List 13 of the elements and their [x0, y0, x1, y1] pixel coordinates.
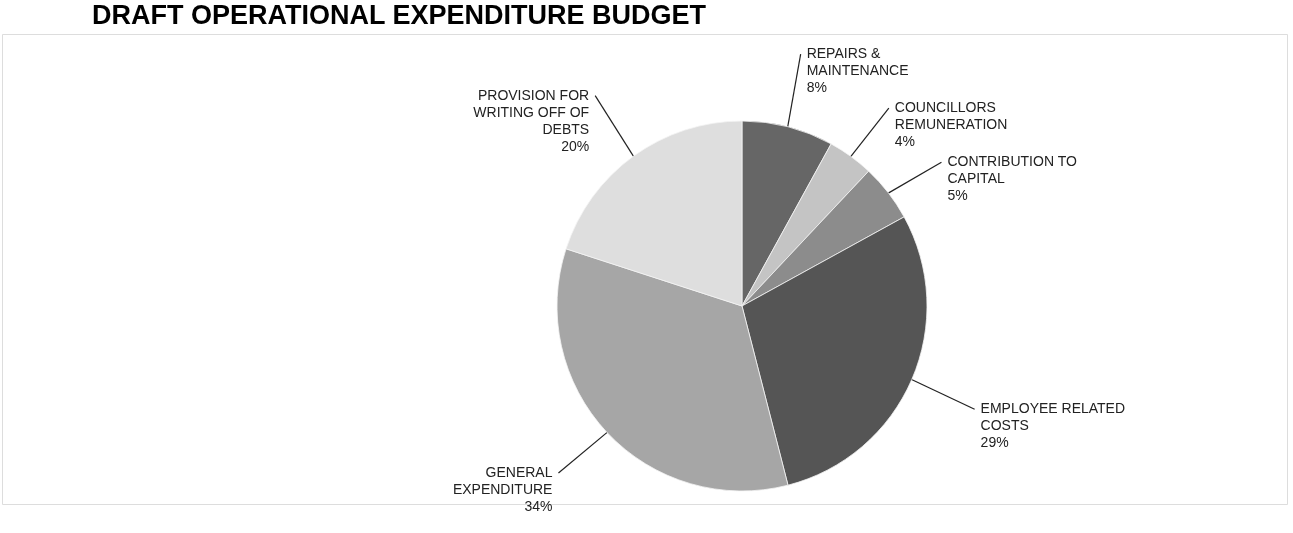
- slice-label: REPAIRS & MAINTENANCE: [806, 45, 909, 79]
- data-label: 4%: [894, 133, 916, 150]
- data-label: 29%: [980, 434, 1009, 451]
- slice-label: CONTRIBUTION TO CAPITAL: [947, 153, 1077, 187]
- slice-label: GENERAL EXPENDITURE: [452, 464, 553, 497]
- data-label: 20%: [561, 137, 590, 154]
- slice-label: EMPLOYEE RELATED COSTS: [980, 400, 1126, 434]
- data-label: 34%: [524, 498, 553, 514]
- slice-label: PROVISION FOR WRITING OFF OF DEBTS: [473, 86, 590, 137]
- chart-title: DRAFT OPERATIONAL EXPENDITURE BUDGET: [92, 0, 707, 30]
- slice-label: COUNCILLORS REMUNERATION: [894, 99, 1008, 133]
- data-label: 5%: [947, 187, 968, 204]
- data-label: 8%: [806, 79, 827, 96]
